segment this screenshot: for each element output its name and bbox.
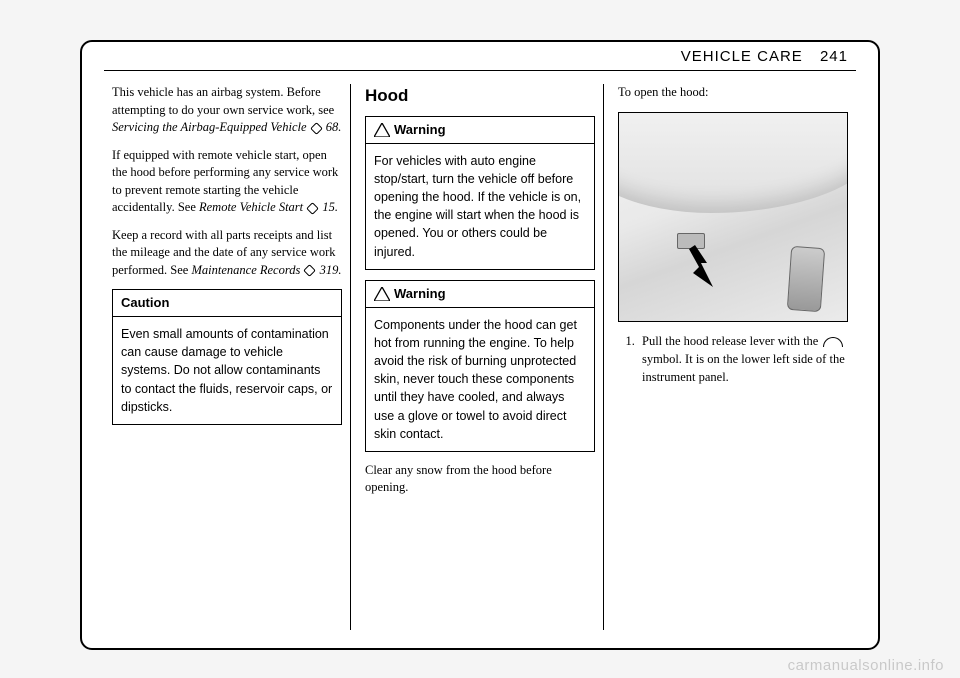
- warning-box-1: Warning For vehicles with auto engine st…: [365, 116, 595, 270]
- list-item: Pull the hood release lever with the sym…: [638, 332, 848, 386]
- paragraph: If equipped with remote vehicle start, o…: [112, 147, 342, 217]
- column-2: Hood Warning For vehicles with auto engi…: [350, 84, 603, 630]
- page-frame: VEHICLE CARE 241 This vehicle has an air…: [80, 40, 880, 650]
- cross-ref: Remote Vehicle Start: [199, 200, 303, 214]
- warning-label: Warning: [394, 121, 446, 139]
- caution-body: Even small amounts of contamination can …: [113, 317, 341, 424]
- text: Pull the hood release lever with the: [642, 334, 821, 348]
- cross-ref: Maintenance Records: [191, 263, 300, 277]
- link-icon: [306, 202, 319, 215]
- caution-box: Caution Even small amounts of contaminat…: [112, 289, 342, 425]
- text: This vehicle has an airbag system. Befor…: [112, 85, 334, 117]
- dashboard-shape: [618, 112, 848, 213]
- warning-icon: [374, 123, 390, 137]
- paragraph: Keep a record with all parts receipts an…: [112, 227, 342, 280]
- steps-list: Pull the hood release lever with the sym…: [618, 332, 848, 386]
- warning-title: Warning: [366, 281, 594, 308]
- cross-ref-page: 15.: [319, 200, 338, 214]
- paragraph: To open the hood:: [618, 84, 848, 102]
- columns: This vehicle has an airbag system. Befor…: [104, 84, 856, 630]
- text: symbol. It is on the lower left side of …: [642, 352, 845, 384]
- warning-body: Components under the hood can get hot fr…: [366, 308, 594, 451]
- pedal: [787, 245, 825, 311]
- section-heading-hood: Hood: [365, 84, 595, 108]
- header-rule: [104, 70, 856, 71]
- cross-ref: Servicing the Airbag-Equipped Vehicle: [112, 120, 307, 134]
- page-header: VEHICLE CARE 241: [681, 48, 848, 65]
- warning-icon: [374, 287, 390, 301]
- warning-label: Warning: [394, 285, 446, 303]
- cross-ref-page: 319.: [316, 263, 341, 277]
- hood-icon: [823, 337, 843, 347]
- arrow-icon: [689, 243, 729, 291]
- paragraph: This vehicle has an airbag system. Befor…: [112, 84, 342, 137]
- warning-box-2: Warning Components under the hood can ge…: [365, 280, 595, 452]
- column-3: To open the hood: Pull the hood release …: [603, 84, 856, 630]
- header-page-number: 241: [820, 48, 848, 65]
- hood-release-illustration: [618, 112, 848, 322]
- caution-label: Caution: [121, 294, 169, 312]
- warning-title: Warning: [366, 117, 594, 144]
- paragraph: Clear any snow from the hood before open…: [365, 462, 595, 497]
- caution-title: Caution: [113, 290, 341, 317]
- cross-ref-page: 68.: [323, 120, 342, 134]
- link-icon: [304, 264, 317, 277]
- warning-body: For vehicles with auto engine stop/start…: [366, 144, 594, 269]
- column-1: This vehicle has an airbag system. Befor…: [104, 84, 350, 630]
- watermark: carmanualsonline.info: [788, 657, 944, 674]
- header-section: VEHICLE CARE: [681, 48, 803, 65]
- link-icon: [310, 122, 323, 135]
